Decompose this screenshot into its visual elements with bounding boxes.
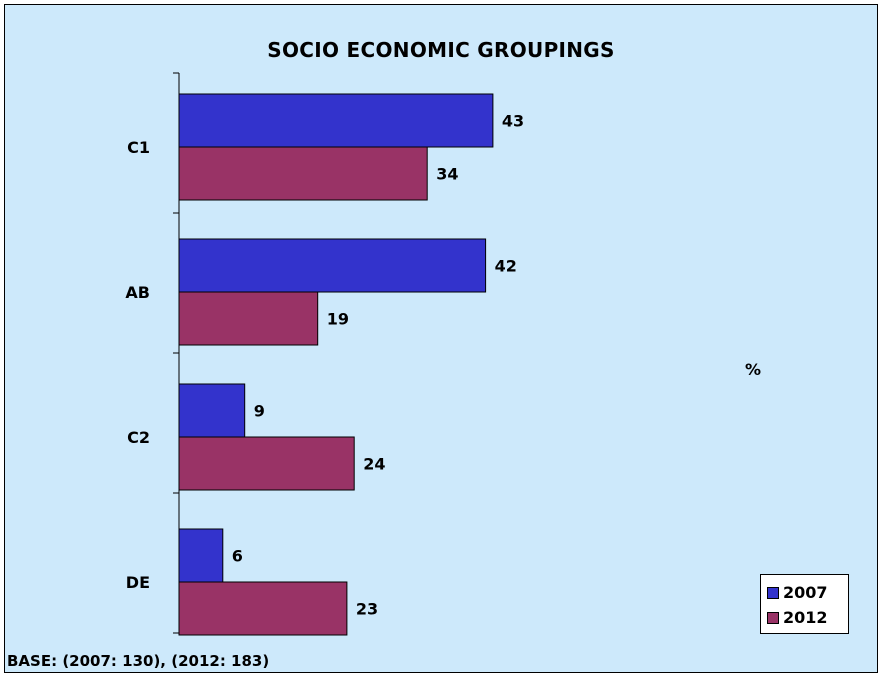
- data-label-ab-2007: 42: [495, 257, 517, 276]
- data-label-de-2012: 23: [356, 600, 378, 619]
- legend-item-2012: 2012: [767, 605, 848, 630]
- data-label-de-2007: 6: [232, 547, 243, 566]
- category-label-ab: AB: [125, 283, 150, 302]
- base-footnote: BASE: (2007: 130), (2012: 183): [7, 652, 270, 670]
- data-label-c2-2007: 9: [254, 402, 265, 421]
- data-label-c1-2007: 43: [502, 112, 524, 131]
- category-label-c2: C2: [127, 428, 150, 447]
- legend: 2007 2012: [760, 574, 849, 634]
- legend-label-2012: 2012: [783, 608, 828, 627]
- data-label-c2-2012: 24: [363, 455, 385, 474]
- legend-swatch-2012: [767, 611, 779, 624]
- bar-ab-2012: [178, 291, 319, 346]
- bar-ab-2007: [178, 238, 487, 293]
- legend-item-2007: 2007: [767, 580, 848, 605]
- bar-de-2007: [178, 528, 224, 583]
- category-label-c1: C1: [127, 138, 150, 157]
- bar-c1-2012: [178, 146, 428, 201]
- legend-swatch-2007: [767, 586, 779, 599]
- bar-c2-2012: [178, 436, 355, 491]
- bar-de-2012: [178, 581, 348, 636]
- category-label-de: DE: [126, 573, 150, 592]
- unit-label: %: [745, 360, 762, 379]
- legend-label-2007: 2007: [783, 583, 828, 602]
- data-label-c1-2012: 34: [436, 165, 458, 184]
- data-label-ab-2012: 19: [327, 310, 349, 329]
- bar-c2-2007: [178, 383, 246, 438]
- chart-title: SOCIO ECONOMIC GROUPINGS: [267, 38, 615, 62]
- bar-c1-2007: [178, 93, 494, 148]
